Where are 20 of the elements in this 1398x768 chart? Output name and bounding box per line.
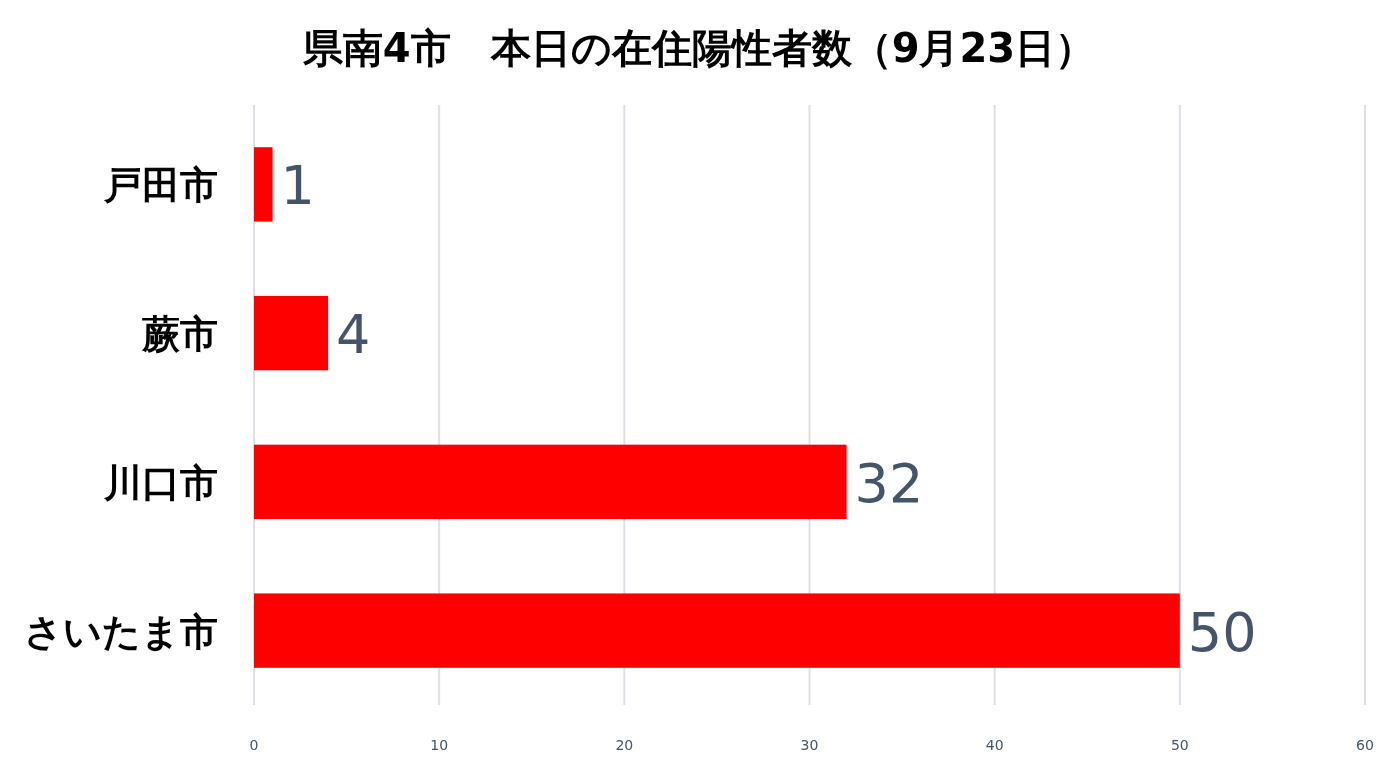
bar bbox=[254, 295, 329, 371]
bar bbox=[254, 444, 847, 520]
y-tick-label: 川口市 bbox=[103, 460, 218, 505]
bar bbox=[254, 147, 273, 222]
x-tick-label: 0 bbox=[249, 737, 259, 753]
y-tick-label: 蕨市 bbox=[141, 312, 218, 357]
y-tick-label: 戸田市 bbox=[103, 163, 218, 208]
y-tick-label: さいたま市 bbox=[24, 609, 218, 654]
x-tick-label: 40 bbox=[985, 737, 1004, 753]
chart-title: 県南4市 本日の在住陽性者数（9月23日） bbox=[301, 25, 1096, 71]
x-tick-label: 60 bbox=[1356, 737, 1374, 753]
x-tick-label: 30 bbox=[800, 737, 819, 753]
bar bbox=[254, 593, 1180, 668]
x-tick-label: 10 bbox=[430, 737, 449, 753]
data-label: 4 bbox=[336, 303, 371, 367]
x-tick-label: 50 bbox=[1170, 737, 1189, 753]
x-tick-label: 20 bbox=[615, 737, 634, 753]
data-label: 50 bbox=[1187, 600, 1257, 664]
data-label: 1 bbox=[280, 154, 315, 218]
data-label: 32 bbox=[854, 451, 924, 515]
